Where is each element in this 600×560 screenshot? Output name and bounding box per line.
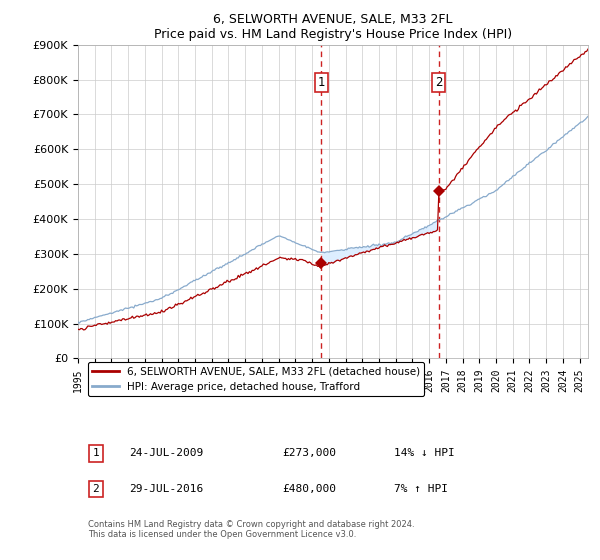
Text: 1: 1 [92, 448, 99, 458]
Text: 14% ↓ HPI: 14% ↓ HPI [394, 448, 455, 458]
Text: 29-JUL-2016: 29-JUL-2016 [129, 484, 203, 494]
Text: 1: 1 [317, 76, 325, 89]
Text: £273,000: £273,000 [282, 448, 336, 458]
Text: £480,000: £480,000 [282, 484, 336, 494]
Title: 6, SELWORTH AVENUE, SALE, M33 2FL
Price paid vs. HM Land Registry's House Price : 6, SELWORTH AVENUE, SALE, M33 2FL Price … [154, 13, 512, 41]
Text: Contains HM Land Registry data © Crown copyright and database right 2024.
This d: Contains HM Land Registry data © Crown c… [88, 520, 415, 539]
Legend: 6, SELWORTH AVENUE, SALE, M33 2FL (detached house), HPI: Average price, detached: 6, SELWORTH AVENUE, SALE, M33 2FL (detac… [88, 362, 424, 396]
Text: 2: 2 [435, 76, 442, 89]
Text: 2: 2 [92, 484, 99, 494]
Text: 24-JUL-2009: 24-JUL-2009 [129, 448, 203, 458]
Text: 7% ↑ HPI: 7% ↑ HPI [394, 484, 448, 494]
